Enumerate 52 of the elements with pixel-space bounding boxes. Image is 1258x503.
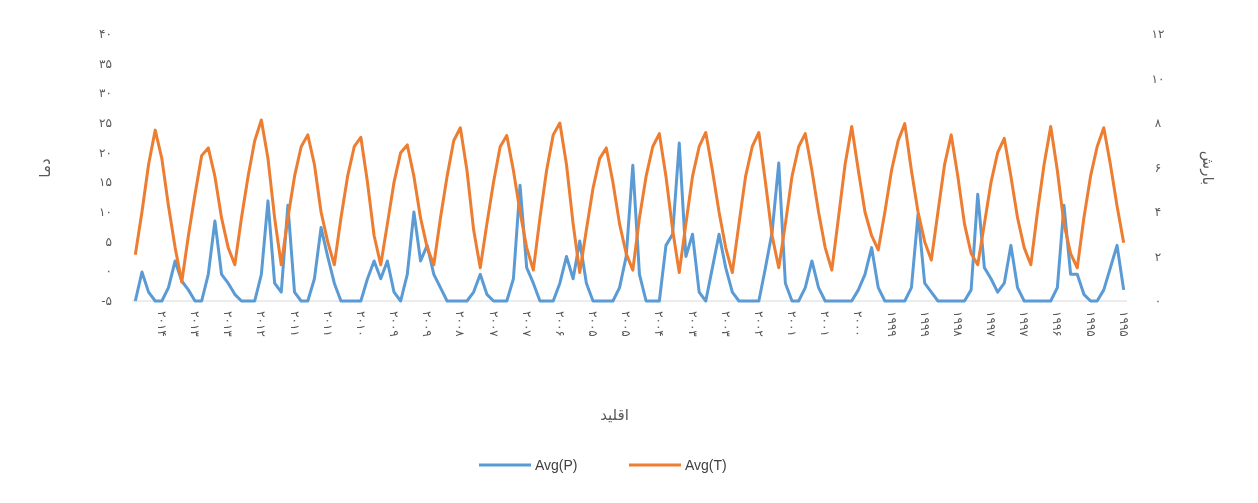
x-tick-label: ۱۹۹۶: [1050, 311, 1065, 337]
y-tick-label: ۵: [105, 234, 112, 249]
x-tick-label: ۱۹۹۹: [884, 311, 899, 337]
x-tick-label: ۲۰۰۵: [586, 311, 601, 337]
x-tick-label: ۲۰۰۹: [387, 311, 402, 337]
y-tick-label: ۲۰: [99, 145, 112, 160]
y2-tick-label: ۸: [1154, 116, 1162, 130]
x-tick-label: ۲۰۰۴: [652, 311, 667, 337]
y2-axis-title: بارش: [1199, 150, 1217, 186]
y-axis-title: دما: [36, 158, 54, 178]
x-tick-label: ۲۰۰۷: [519, 311, 534, 338]
x-tick-label: ۲۰۰۰: [851, 311, 866, 337]
x-tick-label: ۲۰۰۹: [420, 311, 435, 337]
y2-tick-label: ۶: [1154, 160, 1162, 175]
y-tick-label: ۳۵: [99, 56, 112, 71]
x-tick-label: ۲۰۰۱: [818, 311, 833, 337]
y2-tick-label: ۱۰: [1151, 71, 1165, 86]
x-tick-label: ۱۹۹۸: [950, 311, 965, 338]
x-tick-label: ۱۹۹۷: [984, 311, 999, 338]
y-tick-label: ۰: [105, 264, 112, 279]
x-tick-label: ۲۰۰۵: [619, 311, 634, 337]
x-tick-label: ۲۰۱۳: [188, 311, 203, 338]
x-tick-label: ۲۰۱۴: [154, 311, 169, 337]
y2-tick-label: ۱۲: [1151, 27, 1165, 41]
x-tick-label: ۱۹۹۵: [1083, 311, 1098, 337]
x-tick-label: ۲۰۰۸: [453, 311, 468, 338]
x-tick-label: ۲۰۰۳: [685, 311, 700, 338]
x-tick-label: ۲۰۰۶: [552, 311, 567, 337]
x-tick-label: ۲۰۰۷: [486, 311, 501, 338]
x-tick-label: ۲۰۱۱: [320, 311, 335, 337]
x-tick-label: ۲۰۰۳: [718, 311, 733, 338]
x-tick-label: ۲۰۱۲: [254, 311, 269, 337]
x-tick-label: ۲۰۱۱: [287, 311, 302, 337]
y-tick-label: ۱۰: [99, 205, 112, 219]
y2-tick-label: ۲: [1154, 249, 1162, 264]
y2-tick-label: ۴: [1154, 205, 1162, 219]
y2-tick-label: ۰: [1154, 294, 1162, 308]
x-tick-label: ۱۹۹۷: [1017, 311, 1032, 338]
x-tick-label: ۱۹۹۹: [917, 311, 932, 337]
legend-label: Avg(P): [535, 457, 578, 473]
x-tick-label: ۲۰۱۰: [353, 311, 368, 337]
x-tick-label: ۲۰۰۲: [751, 311, 766, 337]
x-tick-label: ۲۰۱۳: [221, 311, 236, 338]
y-tick-label: -۵: [101, 294, 112, 308]
x-tick-label: ۱۹۹۵: [1116, 311, 1131, 337]
x-tick-label: ۲۰۰۱: [785, 311, 800, 337]
y-tick-label: ۴۰: [99, 27, 112, 41]
y-tick-label: ۲۵: [99, 116, 112, 130]
x-axis-title: اقلید: [600, 406, 629, 424]
legend-label: Avg(T): [685, 457, 727, 473]
y-tick-label: ۳۰: [99, 86, 112, 101]
y-tick-label: ۱۵: [99, 175, 112, 190]
